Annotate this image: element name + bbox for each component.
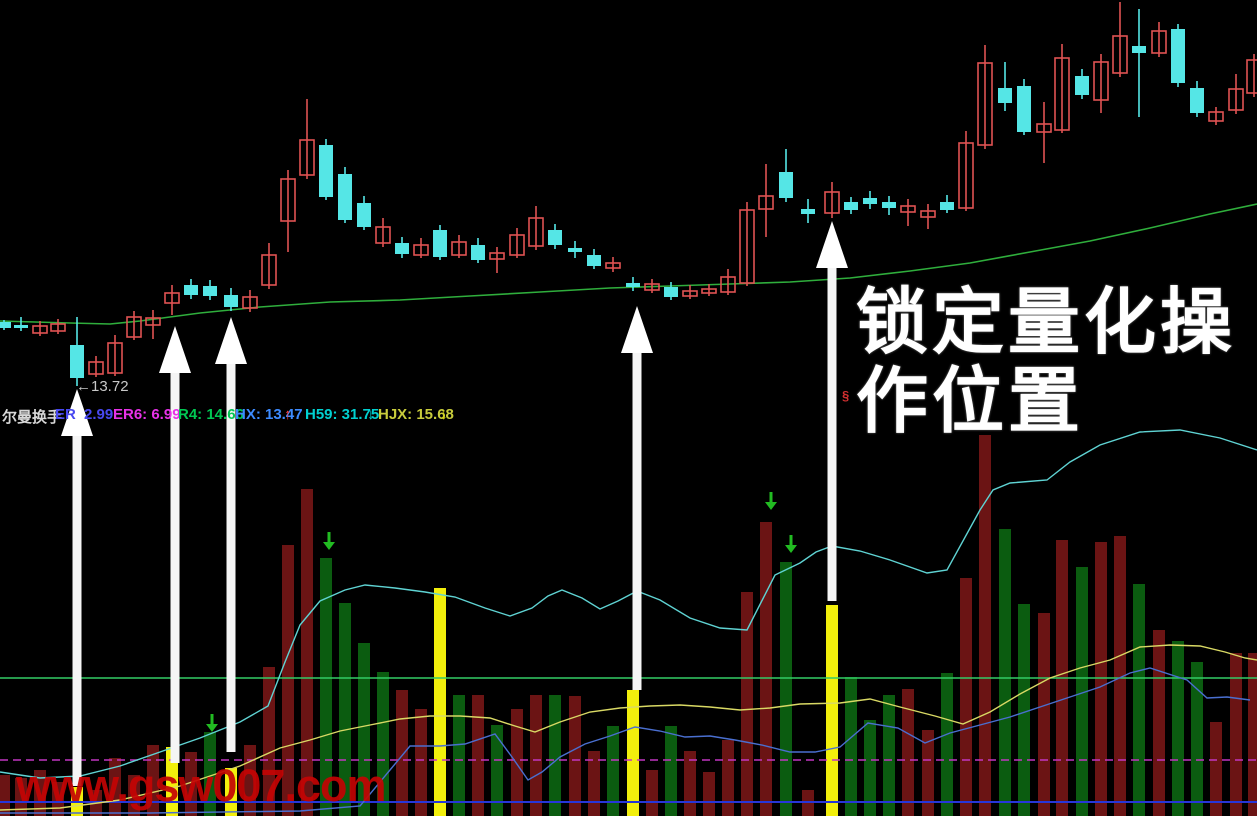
indicator-item: ↑ bbox=[284, 406, 292, 423]
signal-marker: § bbox=[842, 388, 850, 403]
indicator-item: R4: 14.66 bbox=[178, 406, 244, 423]
indicator-item: HJX: 15.68 bbox=[378, 406, 454, 423]
indicator-item: ER bbox=[55, 406, 76, 423]
overlay-caption: 锁定量化操 作位置 bbox=[856, 284, 1236, 442]
indicator-values-row: 尔曼换手 ER 2.99 ER6: 6.99 R4: 14.66 HX: 13.47 ↑ H… bbox=[0, 406, 1257, 426]
site-watermark: www.gsw007.com bbox=[16, 760, 386, 811]
price-callout-label: ←13.72 bbox=[76, 378, 129, 395]
indicator-item: H59: 31.75 bbox=[305, 406, 380, 423]
indicator-item: ER6: 6.99 bbox=[113, 406, 181, 423]
indicator-item: ↓ bbox=[440, 406, 448, 423]
indicator-item: ↓ bbox=[367, 406, 375, 423]
overlay-caption-line1: 锁定量化操 bbox=[856, 283, 1237, 363]
overlay-caption-line2: 作位置 bbox=[856, 362, 1085, 442]
indicator-item: 2.99 bbox=[84, 406, 114, 423]
indicator-item: HX: 13.47 bbox=[235, 406, 303, 423]
indicator-name-label: 尔曼换手 bbox=[2, 409, 63, 426]
